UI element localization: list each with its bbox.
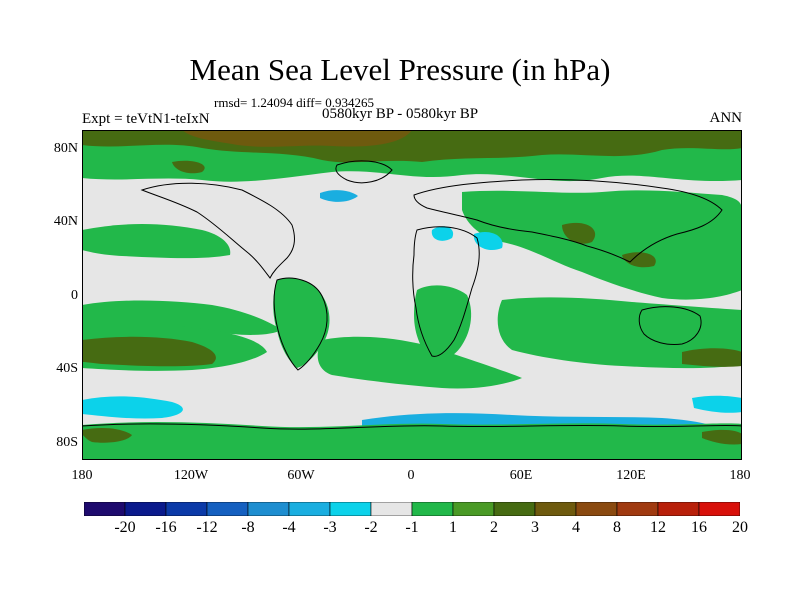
- south-atlantic-band: [317, 336, 522, 389]
- south-pacific-olive: [82, 336, 216, 367]
- colorbar-swatch: [411, 502, 454, 516]
- lat-label-0: 0: [71, 288, 78, 303]
- australia-olive: [682, 348, 742, 367]
- coastlines: [82, 160, 742, 430]
- colorbar-label: -2: [364, 519, 378, 536]
- arctic-anomaly-band: [82, 130, 742, 182]
- colorbar-label: -20: [114, 519, 136, 536]
- antarctica-olive-west: [82, 427, 132, 443]
- colorbar-label: 4: [572, 519, 580, 536]
- north-pacific-band: [82, 224, 231, 259]
- lon-label-60e: 60E: [509, 468, 533, 483]
- colorbar-swatch: [575, 502, 618, 516]
- experiment-label: Expt = teVtN1-teIxN: [82, 111, 210, 127]
- lon-label-0: 0: [407, 468, 415, 483]
- colorbar-label: -16: [155, 519, 177, 536]
- lon-label-120w: 120W: [173, 468, 209, 483]
- lat-label-80s: 80S: [56, 435, 78, 450]
- colorbar-label: 20: [732, 519, 748, 536]
- colorbar-swatch: [698, 502, 740, 516]
- lon-label-180e: 180: [729, 468, 751, 483]
- asia-olive-patch: [562, 222, 596, 244]
- colorbar-swatch: [206, 502, 249, 516]
- colorbar-swatch: [288, 502, 331, 516]
- colorbar-label: 1: [449, 519, 457, 536]
- pressure-map: [82, 130, 742, 460]
- indian-ocean-australia-positive: [497, 297, 742, 369]
- colorbar-swatch: [452, 502, 495, 516]
- period-text: 0580kyr BP - 0580kyr BP: [322, 106, 479, 122]
- southeast-asia-olive: [622, 252, 656, 268]
- mediterranean-low: [431, 226, 454, 241]
- lat-label-40s: 40S: [56, 361, 78, 376]
- map-frame: [82, 130, 742, 460]
- stats-text: rmsd= 1.24094 diff= 0.934265: [214, 95, 374, 110]
- colorbar-label: -8: [241, 519, 255, 536]
- lat-label-80n: 80N: [53, 141, 78, 156]
- colorbar-swatch: [329, 502, 372, 516]
- south-america-positive: [273, 278, 330, 368]
- antarctica-positive: [82, 422, 742, 460]
- colorbar-label: 12: [650, 519, 666, 536]
- southern-ocean-low-west: [82, 396, 183, 419]
- colorbar-swatch: [657, 502, 700, 516]
- colorbar-label: -4: [282, 519, 296, 536]
- antarctica-olive-east: [702, 429, 742, 445]
- lon-label-120e: 120E: [616, 468, 646, 483]
- colorbar-swatch: [247, 502, 290, 516]
- colorbar-swatch: [493, 502, 536, 516]
- colorbar-swatch: [616, 502, 659, 516]
- figure-title: Mean Sea Level Pressure (in hPa): [189, 52, 611, 87]
- asia-positive-region: [462, 190, 742, 300]
- north-atlantic-low: [320, 190, 358, 202]
- colorbar: [84, 502, 740, 516]
- colorbar-swatch: [534, 502, 577, 516]
- colorbar-swatch: [84, 502, 126, 516]
- colorbar-label: -12: [196, 519, 218, 536]
- colorbar-swatch: [124, 502, 167, 516]
- colorbar-swatch: [165, 502, 208, 516]
- lat-label-40n: 40N: [53, 214, 78, 229]
- colorbar-label: 2: [490, 519, 498, 536]
- lon-label-60w: 60W: [287, 468, 315, 483]
- colorbar-label: 8: [613, 519, 621, 536]
- middle-east-low: [473, 231, 503, 251]
- map-background: [82, 130, 742, 460]
- southern-ocean-low-east: [692, 395, 742, 413]
- lon-label-180w: 180: [71, 468, 93, 483]
- africa-positive: [414, 285, 472, 361]
- colorbar-swatch: [370, 502, 413, 516]
- colorbar-label: 16: [691, 519, 707, 536]
- colorbar-label: 3: [531, 519, 539, 536]
- season-label: ANN: [709, 110, 743, 126]
- colorbar-label: -1: [405, 519, 419, 536]
- colorbar-label: -3: [323, 519, 337, 536]
